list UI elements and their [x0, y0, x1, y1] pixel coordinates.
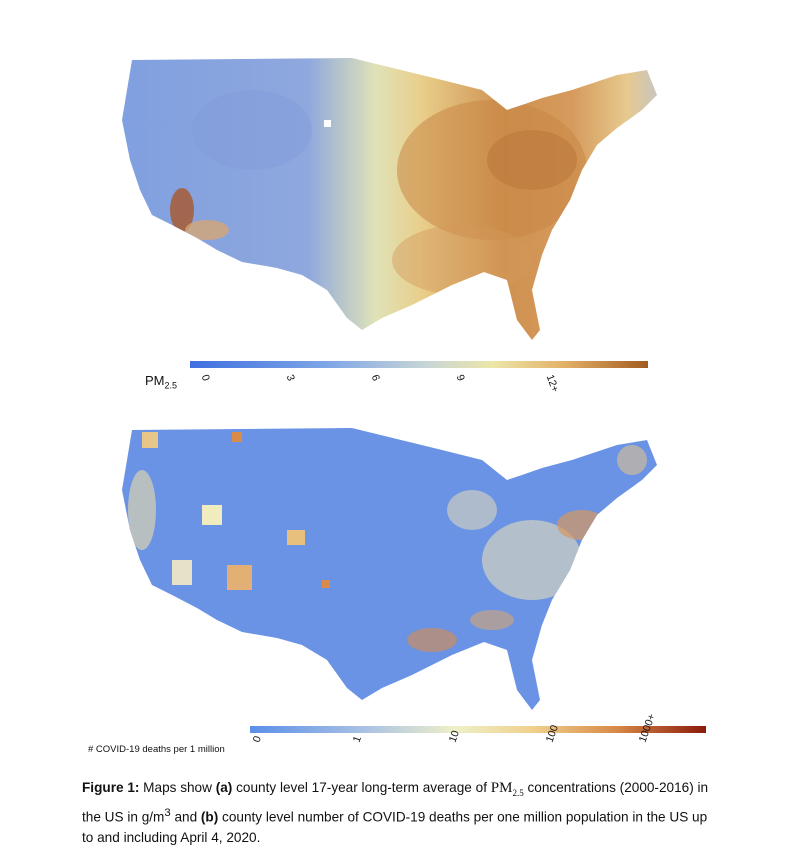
- covid-tick-10: 10: [446, 728, 462, 744]
- covid-legend-title: # COVID-19 deaths per 1 million: [88, 744, 225, 755]
- caption-pm: PM2.5: [490, 780, 524, 798]
- pm25-tick-3: 3: [283, 373, 297, 383]
- covid-colorbar: [250, 726, 706, 733]
- pm25-tick-0: 0: [198, 373, 212, 383]
- caption-text-3: concentrations (2000-2016) in the US in …: [82, 780, 709, 825]
- pm25-colorbar: [190, 361, 648, 368]
- caption-label: Figure 1:: [82, 780, 140, 795]
- missing-county-marker: [324, 120, 331, 127]
- caption-a: (a): [215, 780, 233, 795]
- us-map-a-shape: [122, 58, 657, 340]
- caption-b: (b): [200, 809, 219, 825]
- pm25-legend-title: PM2.5: [145, 373, 178, 391]
- caption-text-1: Maps show: [139, 780, 216, 795]
- caption-text-5: county level number of COVID-19 deaths p…: [82, 809, 708, 845]
- us-map-b-shape: [122, 428, 657, 710]
- caption-text-2: county level 17-year long-term average o…: [232, 780, 491, 795]
- pm25-tick-6: 6: [368, 373, 382, 383]
- caption-sup: 3: [164, 807, 171, 819]
- figure-caption: Figure 1: Maps show (a) county level 17-…: [82, 778, 722, 848]
- covid-deaths-map: [122, 428, 657, 710]
- covid-tick-1: 1: [350, 734, 364, 744]
- pm25-tick-9: 9: [453, 373, 467, 383]
- caption-text-4: and: [170, 809, 201, 825]
- covid-tick-0: 0: [250, 734, 264, 744]
- pm25-tick-12plus: 12+: [543, 373, 562, 394]
- pm25-map: [122, 58, 657, 340]
